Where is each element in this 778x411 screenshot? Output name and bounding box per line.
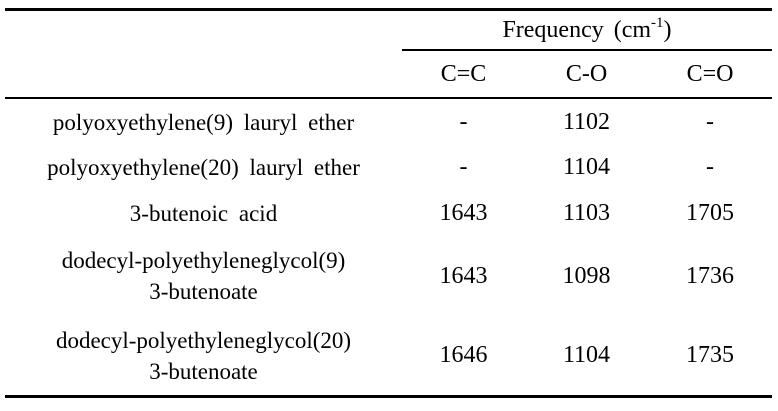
table-row: dodecyl-polyethyleneglycol(20) 3-butenoa…	[5, 316, 772, 395]
value-c2o: -	[706, 108, 714, 135]
frequency-subheaders: C=C C-O C=O	[402, 51, 772, 97]
value-cc: -	[459, 108, 468, 135]
value-c2o: 1735	[686, 342, 734, 368]
compound-name: dodecyl-polyethyleneglycol(20) 3-butenoa…	[55, 327, 352, 384]
column-header-cc: C=C	[440, 60, 487, 87]
value-c2o: 1736	[686, 262, 734, 289]
column-header-co: C-O	[565, 60, 608, 87]
value-co: 1098	[562, 262, 611, 289]
frequency-title: Frequency (cm -1)	[402, 11, 772, 51]
value-cc: 1643	[439, 262, 488, 289]
frequency-title-close: )	[663, 16, 672, 43]
table-row: polyoxyethylene(9) lauryl ether - 1102 -	[5, 99, 772, 145]
value-co: 1104	[562, 342, 611, 368]
value-co: 1103	[562, 199, 611, 226]
table-row: polyoxyethylene(20) lauryl ether - 1104 …	[5, 145, 772, 190]
value-c2o: 1705	[686, 199, 734, 226]
value-cc: 1643	[439, 199, 488, 226]
frequency-title-main: Frequency (cm	[502, 16, 652, 43]
column-header-c2o: C=O	[686, 60, 734, 87]
compound-name: 3-butenoic acid	[129, 200, 278, 226]
compound-column-spacer	[5, 11, 402, 97]
compound-name: polyoxyethylene(20) lauryl ether	[47, 155, 360, 180]
value-cc: -	[459, 154, 468, 180]
value-c2o: -	[706, 154, 714, 180]
frequency-table: Frequency (cm -1) C=C C-O C=O polyoxyethy…	[5, 8, 772, 398]
compound-name: dodecyl-polyethyleneglycol(9) 3-butenoat…	[61, 248, 346, 304]
table-row: dodecyl-polyethyleneglycol(9) 3-butenoat…	[5, 236, 772, 316]
value-co: 1102	[562, 108, 611, 135]
table-row: 3-butenoic acid 1643 1103 1705	[5, 190, 772, 236]
compound-name: polyoxyethylene(9) lauryl ether	[52, 109, 355, 135]
value-cc: 1646	[439, 342, 488, 368]
table-header: Frequency (cm -1) C=C C-O C=O	[5, 11, 772, 99]
frequency-header-group: Frequency (cm -1) C=C C-O C=O	[402, 11, 772, 97]
value-co: 1104	[562, 154, 611, 180]
